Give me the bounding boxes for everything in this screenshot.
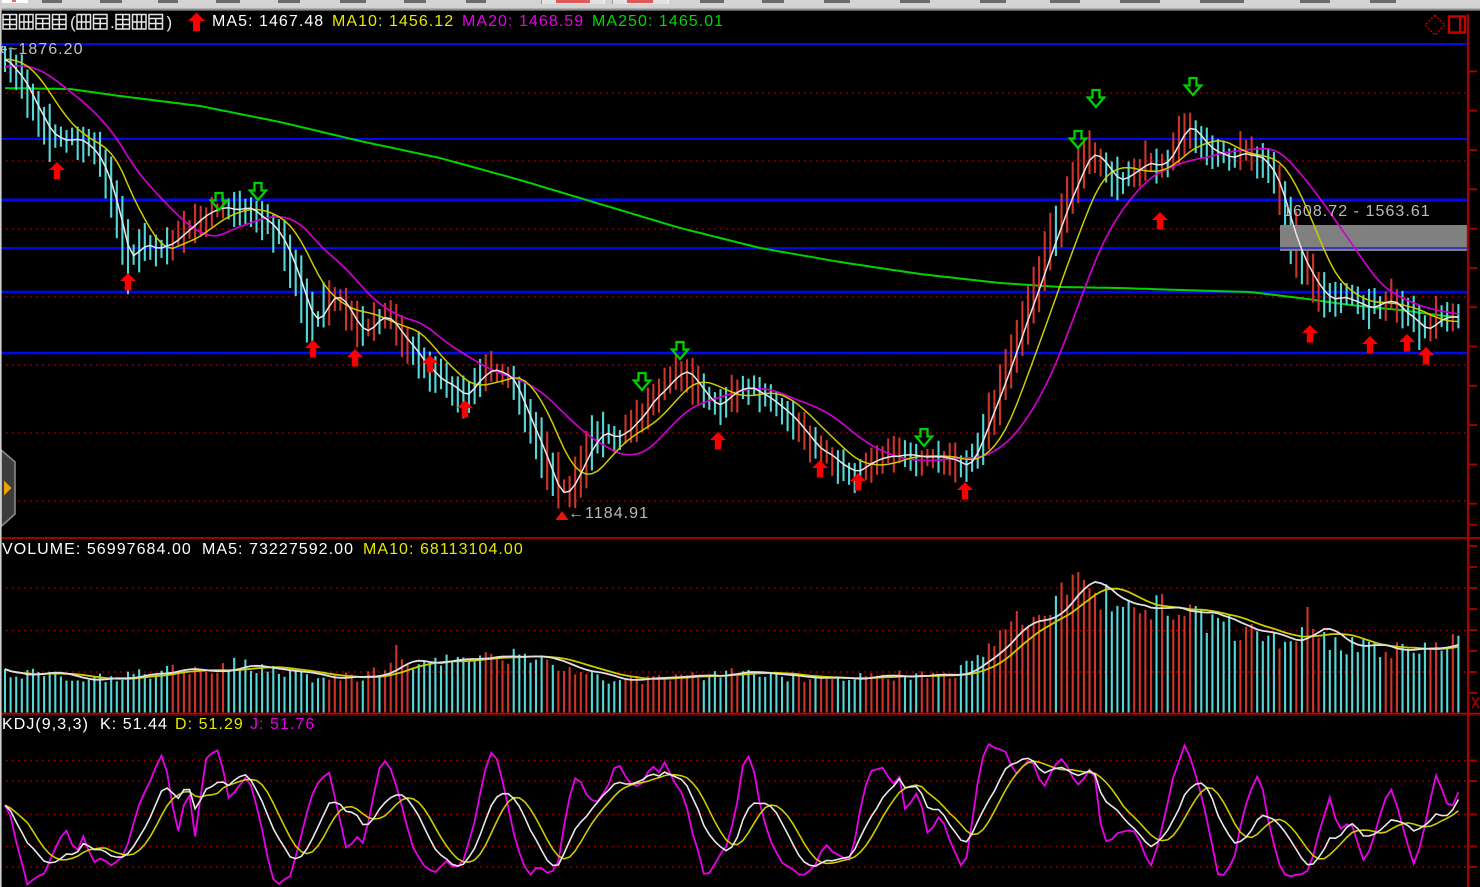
svg-text:.: . [110, 13, 115, 32]
svg-text:(: ( [70, 13, 76, 32]
svg-text:): ) [167, 13, 173, 32]
